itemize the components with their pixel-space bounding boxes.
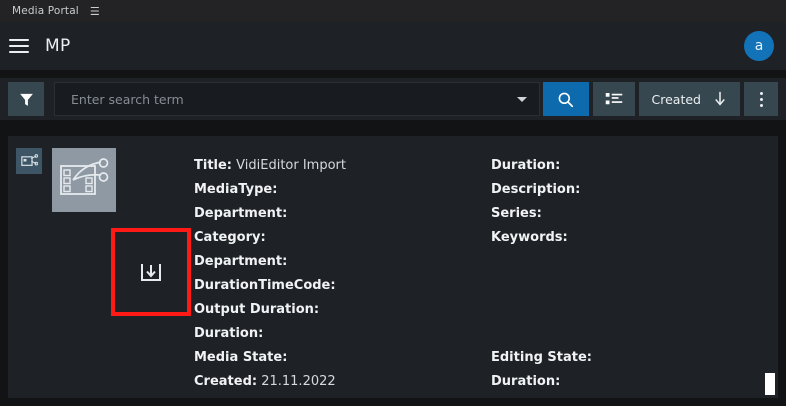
metadata-row: Category: bbox=[194, 226, 346, 250]
metadata-row: Editing State: bbox=[491, 346, 592, 370]
hamburger-icon[interactable] bbox=[9, 39, 29, 53]
metadata-row: Output Duration: bbox=[194, 298, 346, 322]
metadata-key: Series: bbox=[491, 206, 542, 221]
metadata-row: DurationTimeCode: bbox=[194, 274, 346, 298]
sort-button[interactable]: Created bbox=[638, 82, 740, 116]
metadata-key: Duration: bbox=[194, 326, 264, 341]
avatar[interactable]: a bbox=[744, 31, 774, 61]
list-view-button[interactable] bbox=[592, 82, 635, 116]
app-header: MP a bbox=[0, 22, 786, 70]
more-options-button[interactable] bbox=[744, 82, 778, 116]
metadata-key: Department: bbox=[194, 206, 288, 221]
kebab-menu-icon bbox=[759, 90, 763, 108]
metadata-key: Category: bbox=[194, 230, 266, 245]
metadata-key: Created: bbox=[194, 374, 258, 389]
metadata-row: MediaType: bbox=[194, 178, 346, 202]
metadata-key: DurationTimeCode: bbox=[194, 278, 336, 293]
metadata-row: Duration: bbox=[491, 370, 592, 394]
metadata-key: Department: bbox=[194, 254, 288, 269]
metadata-row: Description: bbox=[491, 178, 592, 202]
list-view-icon bbox=[605, 93, 622, 105]
media-clip-icon bbox=[16, 148, 42, 174]
media-result-card[interactable]: Title: VidiEditor Import MediaType: Depa… bbox=[8, 136, 778, 398]
metadata-key: Duration: bbox=[491, 158, 561, 173]
media-clip-glyph bbox=[20, 153, 38, 166]
metadata-key: Title: bbox=[194, 158, 233, 173]
search-button[interactable] bbox=[542, 82, 589, 116]
metadata-key: Duration: bbox=[491, 374, 561, 389]
page-title: MP bbox=[45, 36, 71, 56]
magnifier-icon bbox=[558, 92, 574, 107]
window-menu-icon[interactable]: ☰ bbox=[89, 4, 100, 18]
scrollbar-thumb[interactable] bbox=[765, 373, 775, 395]
filter-button[interactable] bbox=[8, 82, 44, 116]
metadata-row: Duration: bbox=[194, 322, 346, 346]
metadata-row: Duration: bbox=[491, 154, 592, 178]
metadata-value: VidiEditor Import bbox=[236, 158, 346, 173]
metadata-value: 21.11.2022 bbox=[261, 374, 336, 389]
search-field-wrapper[interactable] bbox=[54, 82, 540, 116]
funnel-icon bbox=[19, 93, 33, 106]
arrow-down-icon bbox=[715, 91, 725, 106]
metadata-row: Created: 21.11.2022 bbox=[194, 370, 346, 394]
video-editor-scissors-icon bbox=[60, 158, 109, 195]
metadata-row: Keywords: bbox=[491, 226, 592, 250]
search-toolbar: Created bbox=[0, 78, 786, 120]
thumbnail[interactable] bbox=[52, 148, 116, 212]
metadata-row: Title: VidiEditor Import bbox=[194, 154, 346, 178]
metadata-key: Output Duration: bbox=[194, 302, 320, 317]
metadata-row: Series: bbox=[491, 202, 592, 226]
metadata-key: Keywords: bbox=[491, 230, 568, 245]
metadata-row: Media State: bbox=[194, 346, 346, 370]
download-tray-icon bbox=[141, 264, 161, 281]
metadata-column-right: Duration: Description: Series: Keywords: bbox=[491, 154, 592, 394]
metadata-key: Editing State: bbox=[491, 350, 592, 365]
download-button[interactable] bbox=[111, 228, 191, 316]
sort-label: Created bbox=[651, 91, 701, 107]
metadata-key: MediaType: bbox=[194, 182, 278, 197]
window-title: Media Portal bbox=[12, 5, 79, 17]
chevron-down-icon[interactable] bbox=[516, 96, 527, 102]
metadata-row: Department: bbox=[194, 250, 346, 274]
metadata-row: Department: bbox=[194, 202, 346, 226]
metadata-column-left: Title: VidiEditor Import MediaType: Depa… bbox=[194, 154, 346, 394]
search-input[interactable] bbox=[55, 91, 517, 107]
metadata-key: Description: bbox=[491, 182, 581, 197]
window-title-bar: Media Portal ☰ bbox=[0, 0, 786, 22]
metadata-key: Media State: bbox=[194, 350, 288, 365]
